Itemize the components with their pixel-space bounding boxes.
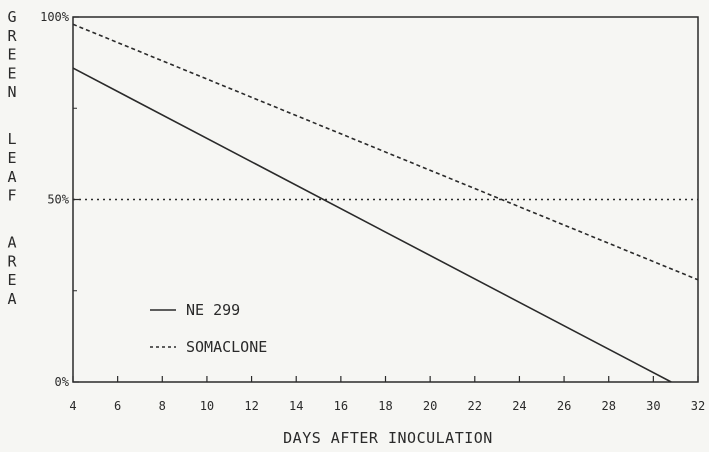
x-axis-title: DAYS AFTER INOCULATION bbox=[283, 429, 493, 447]
y-axis-title-letter: L bbox=[7, 130, 16, 148]
y-axis-title-letter: N bbox=[7, 83, 16, 101]
axes: 4 6 8 10 12 14 16 18 20 22 24 26 28 30 32 0% 50% 100% bbox=[40, 10, 705, 413]
y-axis-title-letter: R bbox=[7, 27, 17, 45]
x-tick-label: 32 bbox=[691, 399, 705, 413]
x-tick-label: 30 bbox=[646, 399, 660, 413]
y-axis-title-letter: E bbox=[7, 64, 16, 82]
x-tick-label: 28 bbox=[601, 399, 615, 413]
y-tick-label: 0% bbox=[55, 375, 70, 389]
x-tick-label: 22 bbox=[468, 399, 482, 413]
x-tick-label: 10 bbox=[200, 399, 214, 413]
legend-label-ne299: NE 299 bbox=[186, 301, 240, 319]
y-axis-title-letter: A bbox=[7, 290, 16, 308]
x-tick-label: 24 bbox=[512, 399, 526, 413]
legend-label-somaclone: SOMACLONE bbox=[186, 338, 267, 356]
x-tick-label: 16 bbox=[334, 399, 348, 413]
legend: NE 299 SOMACLONE bbox=[150, 301, 267, 356]
x-tick-label: 8 bbox=[159, 399, 166, 413]
y-tick-label: 100% bbox=[40, 10, 70, 24]
y-axis-title-letter: E bbox=[7, 149, 16, 167]
x-tick-label: 4 bbox=[69, 399, 76, 413]
y-axis-title-letter: G bbox=[7, 8, 16, 26]
y-tick-label: 50% bbox=[47, 193, 69, 207]
series-group bbox=[72, 23, 699, 383]
x-tick-label: 14 bbox=[289, 399, 303, 413]
x-tick-label: 20 bbox=[423, 399, 437, 413]
y-axis-title-letter: E bbox=[7, 46, 16, 64]
y-axis-title-letter: E bbox=[7, 271, 16, 289]
y-axis-title-letter: A bbox=[7, 234, 16, 252]
series-line-somaclone bbox=[72, 23, 699, 281]
x-tick-label: 12 bbox=[244, 399, 258, 413]
x-tick-label: 6 bbox=[114, 399, 121, 413]
y-axis-title-letter: F bbox=[7, 187, 16, 205]
y-axis-title-letter: A bbox=[7, 168, 16, 186]
x-tick-label: 18 bbox=[378, 399, 392, 413]
x-tick-label: 26 bbox=[557, 399, 571, 413]
series-line-ne-299 bbox=[72, 67, 672, 383]
y-axis-title-letter: R bbox=[7, 252, 17, 270]
